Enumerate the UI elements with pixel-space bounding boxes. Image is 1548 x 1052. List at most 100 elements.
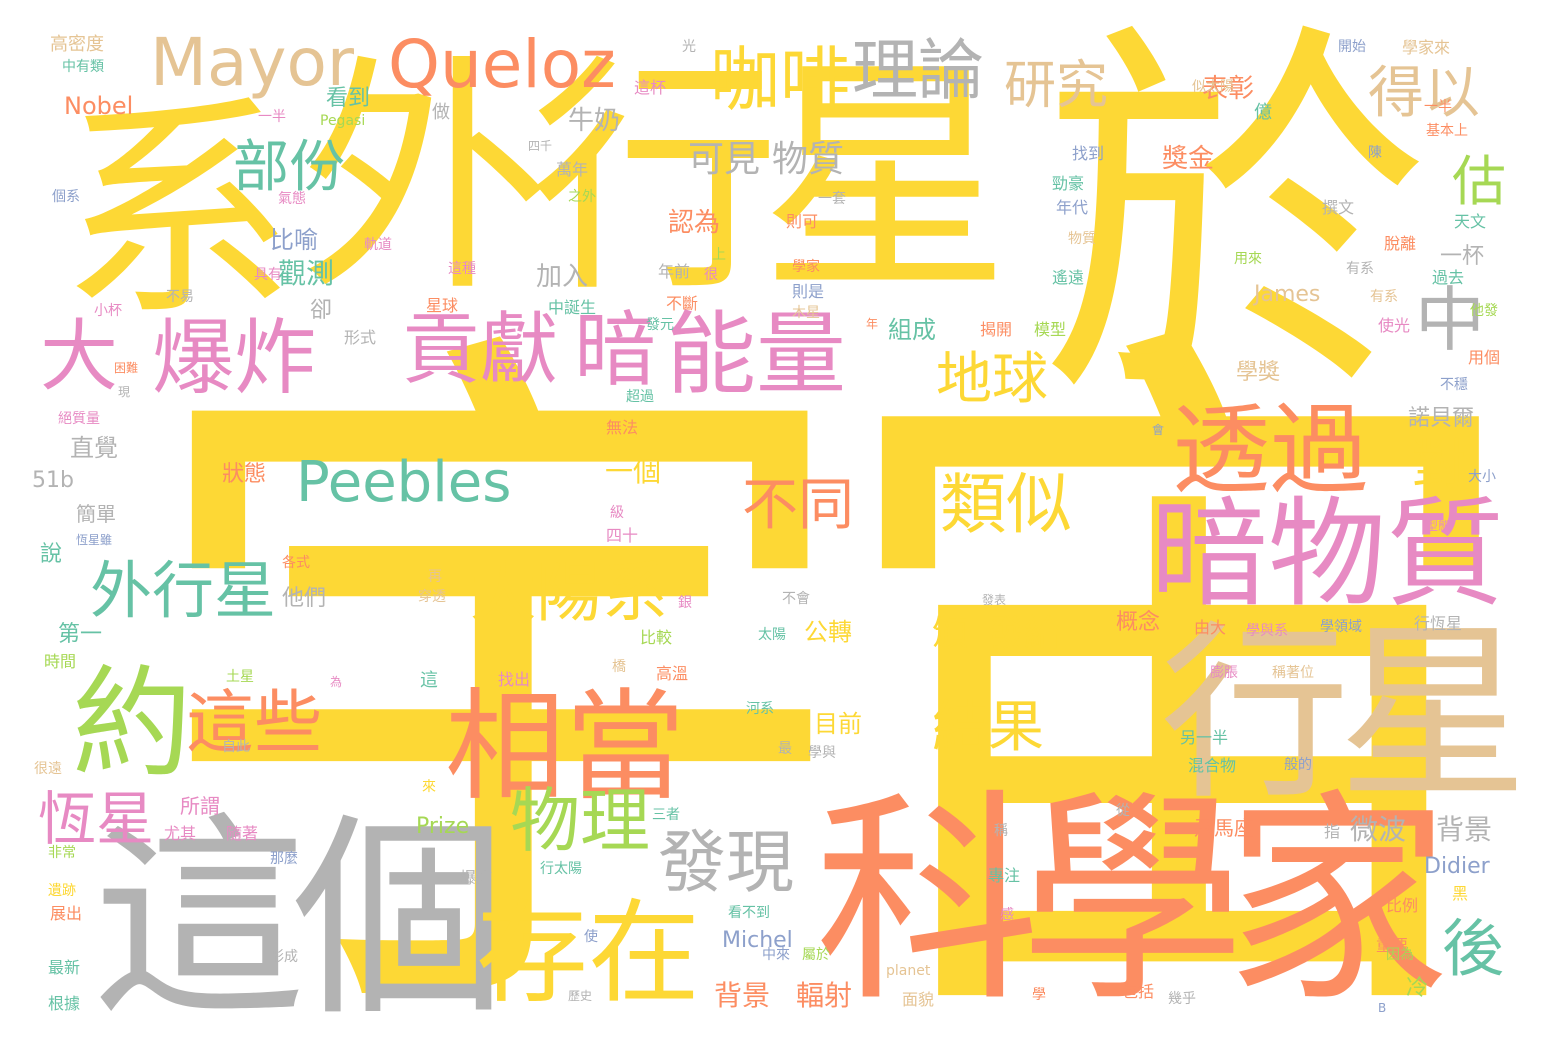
word-feichang: 非常 bbox=[48, 845, 76, 861]
word-nobel: Nobel bbox=[64, 92, 134, 120]
word-an: 暗 bbox=[574, 303, 657, 398]
word-hexi: 河系 bbox=[746, 701, 774, 717]
word-zhexie: 這些 bbox=[186, 684, 323, 763]
word-biaozhang: 表彰 bbox=[1202, 74, 1255, 104]
word-taiyang: 太陽 bbox=[758, 627, 786, 643]
word-diyi: 第一 bbox=[58, 622, 103, 647]
word-mayor: Mayor bbox=[150, 24, 354, 101]
word-fagei: 發給 bbox=[988, 613, 1061, 654]
word-juyou: 具有 bbox=[254, 267, 282, 283]
word-yuzhou: 宇宙 bbox=[140, 271, 1540, 1052]
word-tafa: 他發 bbox=[1470, 303, 1498, 319]
word-dui: 對 bbox=[1412, 433, 1466, 496]
word-yu: 於 bbox=[1040, 0, 1430, 447]
word-wuzhi-gray: 物質 bbox=[772, 139, 845, 180]
word-zhebei: 這杯 bbox=[634, 78, 667, 97]
word-nianqian: 年前 bbox=[658, 262, 691, 281]
word-chengzhewei: 稱著位 bbox=[1272, 665, 1314, 681]
word-suowei: 所謂 bbox=[180, 794, 220, 818]
word-yiji: 遺跡 bbox=[48, 883, 76, 899]
word-zhuanwen: 撰文 bbox=[1322, 198, 1355, 217]
word-xian: 現 bbox=[118, 385, 131, 399]
word-pegasi: Pegasi bbox=[320, 113, 366, 129]
word-hou: 後 bbox=[1442, 912, 1505, 985]
word-xingshi: 形式 bbox=[344, 328, 377, 347]
word-planet: planet bbox=[886, 963, 931, 979]
word-queloz: Queloz bbox=[388, 26, 616, 103]
word-fayuan: 發元 bbox=[646, 317, 674, 333]
word-buwen: 不穩 bbox=[1440, 377, 1468, 393]
word-zuixin: 最新 bbox=[48, 958, 81, 977]
word-yiban-orange: 一半 bbox=[1424, 99, 1452, 115]
word-yiban-pink: 一半 bbox=[258, 109, 286, 125]
word-tamen: 他們 bbox=[282, 586, 327, 611]
word-hengxing: 恆星 bbox=[38, 785, 155, 853]
word-youda: 由大 bbox=[1194, 618, 1227, 637]
word-kexuejia: 科學家 bbox=[815, 771, 1450, 1033]
word-zhong: 中 bbox=[1415, 279, 1485, 361]
word-geshi: 各式 bbox=[282, 555, 310, 571]
word-daxiao: 大小 bbox=[1468, 469, 1496, 485]
word-kaishi: 開始 bbox=[1338, 39, 1366, 55]
word-jiandan: 簡單 bbox=[76, 502, 116, 526]
word-hei: 黑 bbox=[1452, 884, 1469, 903]
word-shuo: 說 bbox=[40, 542, 63, 567]
word-yanjiu: 研究 bbox=[1004, 56, 1109, 116]
word-weibo: 微波 bbox=[1350, 813, 1407, 846]
word-zhijue: 直覺 bbox=[70, 434, 118, 462]
word-xingtai: 型態 bbox=[1426, 519, 1451, 533]
word-ji: 級 bbox=[610, 505, 624, 521]
word-yi-billion: 億 bbox=[1254, 102, 1272, 123]
word-taiyangxi: 太陽系 bbox=[470, 554, 668, 631]
word-zai: 再 bbox=[428, 569, 442, 585]
word-shi: 使 bbox=[584, 929, 598, 945]
word-wufa: 無法 bbox=[606, 418, 639, 437]
word-hen: 很 bbox=[704, 267, 718, 283]
word-baozha-small: 爆炸 bbox=[460, 868, 493, 887]
word-qitai: 氣態 bbox=[278, 191, 306, 207]
word-zhaodao: 找到 bbox=[1072, 144, 1105, 163]
word-guidao: 軌道 bbox=[364, 237, 392, 253]
word-zuo: 做 bbox=[432, 102, 450, 123]
word-xinghengxing: 行恆星 bbox=[1414, 614, 1463, 633]
word-waixingxing: 外行星 bbox=[300, 34, 1010, 325]
word-bili: 比例 bbox=[1386, 896, 1419, 915]
word-genju: 根據 bbox=[48, 994, 81, 1013]
word-zhezhong: 這種 bbox=[448, 261, 476, 277]
word-zhongdansheng: 中誕生 bbox=[548, 298, 597, 317]
word-nengliang: 能量 bbox=[666, 302, 846, 407]
word-chaoguo: 超過 bbox=[626, 389, 654, 405]
word-nian: 年 bbox=[866, 317, 879, 331]
word-yonglai: 用來 bbox=[1234, 251, 1262, 267]
word-biyu: 比喻 bbox=[270, 226, 318, 254]
word-hunhewu: 混合物 bbox=[1188, 756, 1237, 775]
word-siqian: 四千 bbox=[528, 139, 553, 153]
word-que: 卻 bbox=[310, 298, 333, 323]
word-yue: 約 bbox=[72, 655, 192, 794]
word-baokuo: 包括 bbox=[1122, 982, 1155, 1001]
word-cunzai: 存在 bbox=[476, 889, 700, 1019]
word-james: James bbox=[1254, 282, 1321, 307]
word-kandao: 看到 bbox=[326, 86, 371, 111]
word-sishi: 四十 bbox=[606, 526, 639, 545]
word-jieguo: 結果 bbox=[932, 695, 1044, 760]
word-moxing: 模型 bbox=[1034, 320, 1067, 339]
word-xingcheng: 形成 bbox=[270, 949, 298, 965]
word-xueyu: 學與 bbox=[808, 745, 836, 761]
word-xuelingyu: 學領域 bbox=[1320, 619, 1362, 635]
word-renwei: 認為 bbox=[668, 208, 721, 238]
word-zici: 自此 bbox=[222, 739, 250, 755]
word-kejian: 可見 bbox=[688, 139, 761, 180]
word-didier: Didier bbox=[1424, 854, 1490, 879]
word-feimazuo: 飛馬座 bbox=[1194, 816, 1254, 840]
word-buhui: 不會 bbox=[782, 591, 810, 607]
word-yibei: 一杯 bbox=[1440, 244, 1485, 269]
word-hengxingsui: 恆星雖 bbox=[76, 533, 113, 547]
word-guoqu: 過去 bbox=[1432, 268, 1465, 287]
word-bijiao: 比較 bbox=[640, 628, 673, 647]
word-lai: 來 bbox=[422, 779, 436, 795]
word-gan: 感 bbox=[1000, 907, 1014, 923]
word-beijing-gray: 背景 bbox=[1436, 813, 1493, 846]
word-fushe: 輻射 bbox=[796, 979, 853, 1012]
